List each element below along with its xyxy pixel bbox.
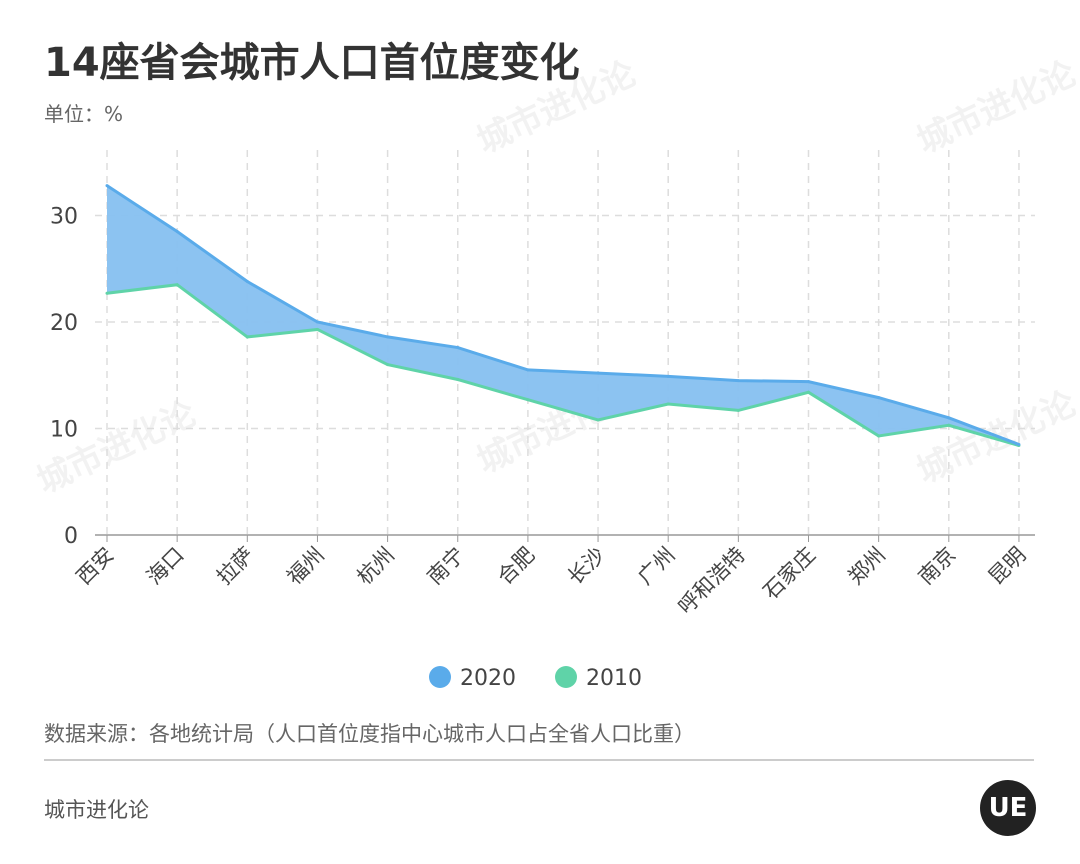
data-point-2020 [386,335,390,339]
x-tick-label: 合肥 [493,543,540,590]
data-point-2020 [1017,442,1021,446]
data-point-2010 [596,418,600,422]
y-tick-label: 20 [50,311,78,336]
data-point-2010 [245,335,249,339]
data-point-2020 [736,379,740,383]
legend-marker-2020 [429,666,451,688]
series-line-2020 [106,184,1020,446]
divider [44,759,1034,761]
x-tick-label: 广州 [633,543,680,590]
x-tick-label: 南京 [914,543,961,590]
x-tick-label: 呼和浩特 [674,543,750,619]
source-note: 数据来源：各地统计局（人口首位度指中心城市人口占全省人口比重） [44,722,695,746]
data-point-2020 [877,396,881,400]
legend-marker-2010 [555,666,577,688]
data-point-2010 [105,291,109,295]
x-tick-label: 海口 [142,543,189,590]
x-tick-label: 南宁 [423,543,470,590]
unit-label: 单位：% [44,102,124,126]
data-point-2020 [175,229,179,233]
data-point-2010 [526,398,530,402]
data-point-2020 [666,374,670,378]
data-point-2020 [315,320,319,324]
brand-logo: UE [980,780,1036,836]
x-tick-label: 郑州 [844,543,891,590]
data-point-2010 [666,402,670,406]
data-point-2020 [807,380,810,384]
x-tick-label: 福州 [282,543,329,590]
data-point-2020 [456,346,460,350]
area-between-series [107,185,1019,446]
data-point-2010 [947,423,951,427]
y-tick-label: 30 [50,205,78,230]
brand-name: 城市进化论 [44,798,149,822]
data-point-2020 [596,371,600,375]
data-point-2020 [245,280,249,284]
data-point-2020 [105,184,109,188]
x-tick-label: 长沙 [563,543,610,590]
data-point-2010 [877,434,881,438]
data-point-2020 [947,416,951,420]
series-line-2010 [106,283,1020,447]
y-tick-label: 0 [64,524,78,549]
data-point-2010 [315,327,319,331]
chart-title: 14座省会城市人口首位度变化 [44,40,580,86]
legend-label-2020: 2020 [460,666,516,691]
x-tick-label: 昆明 [984,543,1031,590]
data-point-2020 [526,368,530,372]
x-tick-label: 拉萨 [212,543,259,590]
data-point-2010 [175,283,179,287]
legend-label-2010: 2010 [586,666,642,691]
data-point-2010 [736,408,740,412]
x-tick-label: 石家庄 [759,543,821,605]
data-point-2010 [456,378,460,382]
y-tick-label: 10 [50,418,78,443]
data-point-2010 [807,390,810,394]
data-point-2010 [386,363,390,367]
x-tick-label: 西安 [72,543,119,590]
x-tick-label: 杭州 [352,543,399,590]
